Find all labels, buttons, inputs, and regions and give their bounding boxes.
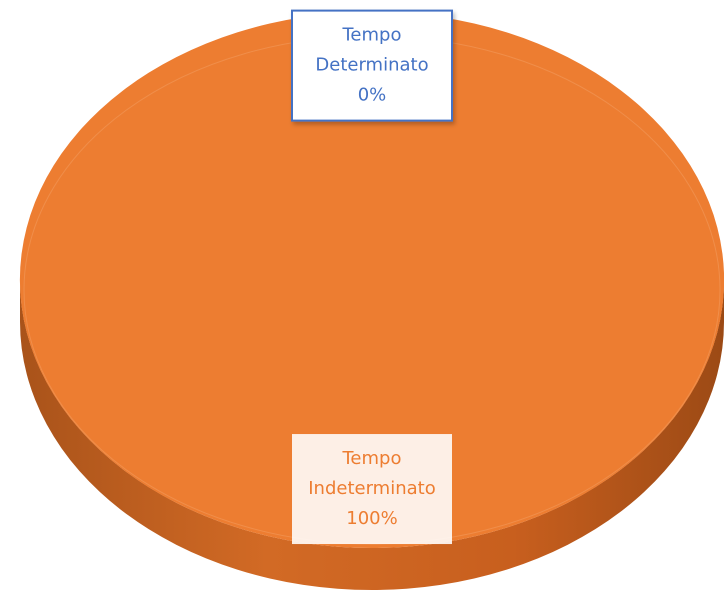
data-label-value: 0%	[358, 85, 387, 106]
data-label-value: 100%	[346, 508, 397, 529]
data-label-line: Determinato	[315, 55, 428, 76]
pie-slice	[20, 12, 724, 548]
data-label-category: Tempo Indeterminato	[308, 448, 435, 499]
data-label: Tempo Indeterminato 100%	[292, 434, 452, 545]
data-label-line: Tempo	[342, 448, 402, 469]
data-label-line: Indeterminato	[308, 478, 435, 499]
data-label-line: Tempo	[342, 25, 402, 46]
data-label-box	[292, 434, 452, 545]
data-label-category: Tempo Determinato	[315, 25, 428, 76]
data-label: Tempo Determinato 0%	[291, 9, 453, 122]
pie-side	[20, 280, 724, 590]
data-label-box	[291, 9, 453, 122]
